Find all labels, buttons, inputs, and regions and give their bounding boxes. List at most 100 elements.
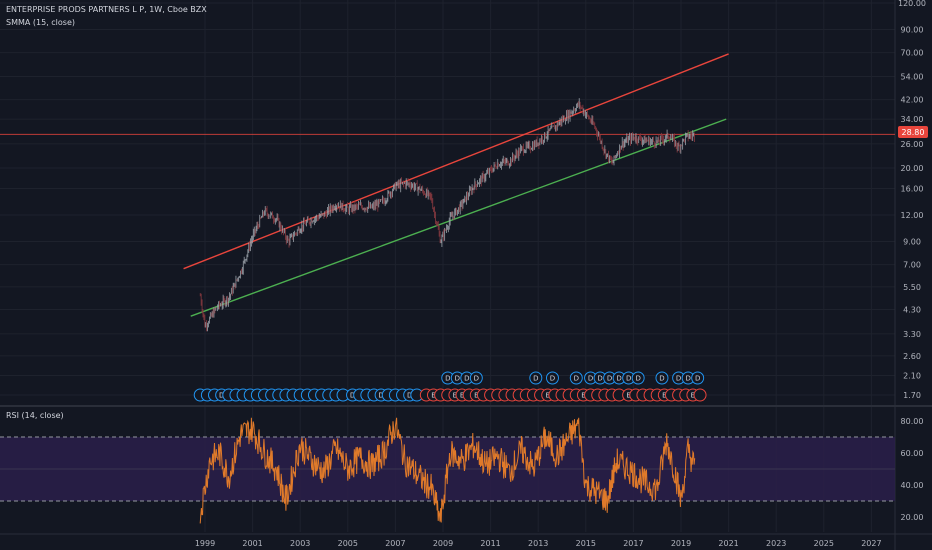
event-marker[interactable]: D (545, 371, 559, 385)
last-price-badge-bg (898, 126, 928, 138)
event-marker[interactable]: D (460, 371, 474, 385)
event-label: E (453, 392, 457, 400)
event-label: D (635, 375, 640, 383)
event-label: D (445, 375, 450, 383)
rsi-tick-label: 40.00 (901, 481, 924, 490)
price-tick-label: 54.00 (901, 73, 924, 82)
event-label: D (219, 392, 224, 400)
price-tick-label: 1.70 (903, 391, 921, 400)
event-circle[interactable] (631, 371, 645, 385)
event-label: D (685, 375, 690, 383)
event-label: D (550, 375, 555, 383)
last-price-badge-text: 28.80 (902, 128, 925, 137)
event-marker[interactable]: D (569, 371, 583, 385)
time-tick-label: 2005 (338, 539, 358, 548)
event-circle[interactable] (693, 388, 707, 402)
event-circle[interactable] (691, 371, 705, 385)
event-label: D (464, 375, 469, 383)
trendlines[interactable] (0, 53, 895, 317)
price-tick-label: 5.50 (903, 283, 921, 292)
price-tick-label: 70.00 (901, 49, 924, 58)
time-tick-label: 2027 (861, 539, 881, 548)
time-tick-label: 2013 (528, 539, 548, 548)
event-marker[interactable]: D (612, 371, 626, 385)
rsi-line (199, 417, 696, 524)
event-label: D (350, 392, 355, 400)
price-tick-label: 2.60 (903, 352, 921, 361)
event-markers[interactable]: D D D D D D D D D D D D D D D D DD D D D E E E E E E E E E (193, 371, 707, 402)
event-marker[interactable]: D (631, 371, 645, 385)
price-tick-label: 120.00 (898, 0, 926, 8)
price-tick-label: 34.00 (901, 115, 924, 124)
candles (199, 98, 695, 332)
event-label: D (407, 392, 412, 400)
symbol-legend[interactable]: ENTERPRISE PRODS PARTNERS L P, 1W, Cboe … (6, 5, 207, 14)
smma-legend[interactable]: SMMA (15, close) (6, 18, 76, 27)
price-tick-label: 2.10 (903, 372, 921, 381)
time-tick-label: 2009 (433, 539, 453, 548)
time-axis[interactable]: 1999 2001 2003 2005 2007 2009 2011 2013 2015 2017… (195, 539, 882, 548)
event-label: E (581, 392, 585, 400)
time-tick-label: 2015 (576, 539, 596, 548)
price-tick-label: 16.00 (901, 185, 924, 194)
event-marker[interactable]: D (691, 371, 705, 385)
event-circle[interactable] (545, 371, 559, 385)
event-circle[interactable] (529, 371, 543, 385)
rsi-legend[interactable]: RSI (14, close) (6, 411, 64, 420)
event-label: E (431, 392, 435, 400)
event-circle[interactable] (569, 371, 583, 385)
rsi-tick-label: 80.00 (901, 417, 924, 426)
event-label: E (691, 392, 695, 400)
event-label: E (662, 392, 666, 400)
event-circle[interactable] (469, 371, 483, 385)
event-label: D (574, 375, 579, 383)
event-marker[interactable]: D (672, 371, 686, 385)
rsi-tick-label: 20.00 (901, 513, 924, 522)
last-price-badge: 28.80 (898, 126, 928, 138)
time-tick-label: 2011 (480, 539, 500, 548)
event-label: D (588, 375, 593, 383)
event-label: D (626, 375, 631, 383)
event-label: D (378, 392, 383, 400)
price-tick-label: 20.00 (901, 164, 924, 173)
price-tick-label: 9.00 (903, 238, 921, 247)
event-circle[interactable] (655, 371, 669, 385)
price-tick-label: 90.00 (901, 25, 924, 34)
time-tick-label: 1999 (195, 539, 215, 548)
event-label: D (616, 375, 621, 383)
time-tick-label: 2001 (242, 539, 262, 548)
event-label: E (460, 392, 464, 400)
event-marker[interactable]: D (529, 371, 543, 385)
rsi-axis[interactable]: 80.00 60.00 40.00 20.00 (901, 417, 924, 522)
rsi-series (199, 417, 696, 524)
event-label: D (695, 375, 700, 383)
event-label: D (474, 375, 479, 383)
event-label: D (533, 375, 538, 383)
time-tick-label: 2021 (718, 539, 738, 548)
time-tick-label: 2023 (766, 539, 786, 548)
event-label: E (474, 392, 478, 400)
event-label: E (626, 392, 630, 400)
time-tick-label: 2003 (290, 539, 310, 548)
price-tick-label: 26.00 (901, 140, 924, 149)
price-tick-label: 4.30 (903, 306, 921, 315)
event-marker[interactable] (693, 388, 707, 402)
price-tick-label: 12.00 (901, 211, 924, 220)
event-label: D (659, 375, 664, 383)
time-tick-label: 2019 (671, 539, 691, 548)
price-axis[interactable]: 120.00 90.00 70.00 54.00 42.00 34.00 26.00 20.0… (898, 0, 926, 400)
event-label: D (607, 375, 612, 383)
time-tick-label: 2007 (385, 539, 405, 548)
trendline-lower[interactable] (190, 118, 727, 317)
event-marker[interactable]: D (655, 371, 669, 385)
trendline-upper[interactable] (183, 53, 729, 270)
price-tick-label: 3.30 (903, 330, 921, 339)
event-marker[interactable]: D (469, 371, 483, 385)
event-label: D (676, 375, 681, 383)
time-tick-label: 2025 (814, 539, 834, 548)
price-tick-label: 42.00 (901, 96, 924, 105)
event-label: D (597, 375, 602, 383)
event-label: E (546, 392, 550, 400)
event-label: D (455, 375, 460, 383)
